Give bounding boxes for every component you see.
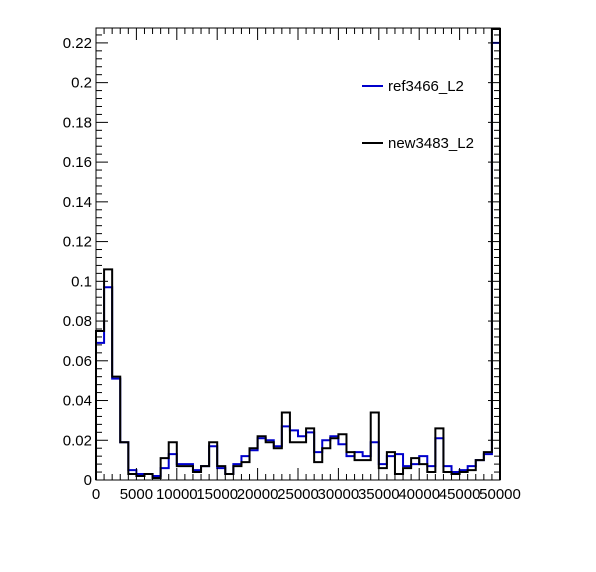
y-tick-label: 0: [84, 472, 92, 489]
x-tick-label: 25000: [277, 486, 319, 503]
legend-label-new3483-l2: new3483_L2: [388, 135, 474, 152]
series-line-new3483-l2: [95, 27, 501, 480]
y-tick-label: 0.18: [63, 114, 92, 131]
legend: ref3466_L2 new3483_L2: [362, 78, 474, 152]
series-layer: [95, 27, 501, 480]
y-tick-label: 0.06: [63, 353, 92, 370]
y-tick-label: 0.1: [71, 273, 92, 290]
legend-label-ref3466-l2: ref3466_L2: [388, 78, 464, 95]
y-tick-label: 0.08: [63, 313, 92, 330]
x-tick-label: 45000: [439, 486, 481, 503]
x-tick-label: 15000: [196, 486, 238, 503]
y-tick-label: 0.16: [63, 154, 92, 171]
y-tick-label: 0.02: [63, 432, 92, 449]
series-new3483-l2: [95, 27, 501, 480]
y-tick-label: 0.22: [63, 35, 92, 52]
y-tick-label: 0.04: [63, 393, 92, 410]
x-tick-label: 50000: [479, 486, 521, 503]
x-tick-label: 35000: [358, 486, 400, 503]
x-tick-label: 10000: [156, 486, 198, 503]
y-tick-label: 0.2: [71, 75, 92, 92]
x-tick-label: 20000: [237, 486, 279, 503]
x-tick-label: 5000: [120, 486, 153, 503]
x-tick-label: 40000: [398, 486, 440, 503]
y-tick-label: 0.14: [63, 194, 92, 211]
x-tick-label: 0: [92, 486, 100, 503]
axes-layer: 0 5000 10000150002000025000300003500040000…: [63, 27, 521, 503]
x-tick-label: 30000: [318, 486, 360, 503]
y-tick-label: 0.12: [63, 234, 92, 251]
